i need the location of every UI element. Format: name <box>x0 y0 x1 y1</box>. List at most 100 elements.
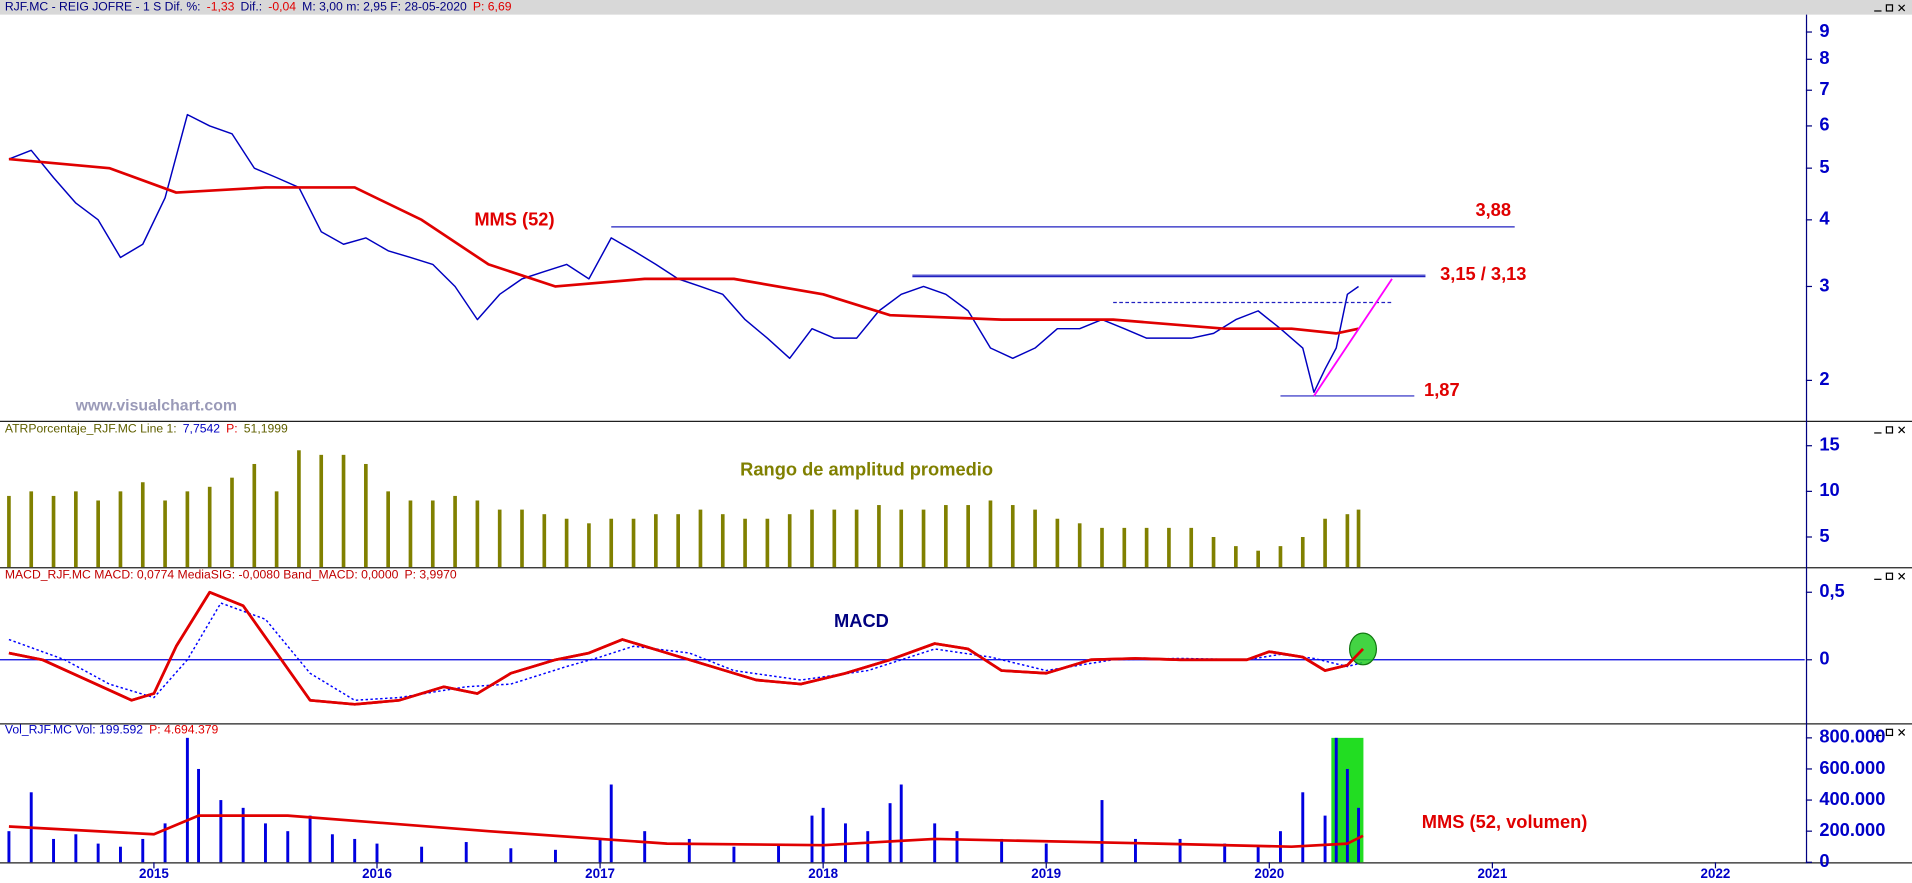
bar <box>542 514 547 568</box>
bar <box>29 491 34 568</box>
y-tick-label: 5 <box>1819 156 1829 177</box>
controls-atr[interactable] <box>1874 426 1906 434</box>
bar <box>687 838 691 863</box>
bar <box>832 509 837 568</box>
y-tick-label: 0,5 <box>1819 580 1844 601</box>
bar <box>966 505 970 568</box>
y-tick-label: 3 <box>1819 274 1829 295</box>
bar <box>364 463 368 568</box>
controls-volume[interactable] <box>1874 728 1906 737</box>
x-tick-label: 2017 <box>585 866 615 881</box>
series-line <box>8 590 1364 706</box>
panel-info: ATRPorcentaje_RJF.MC Line 1: 7,7542 P: 51,1… <box>5 422 288 436</box>
controls-macd[interactable] <box>1874 572 1906 580</box>
bar <box>698 509 703 568</box>
bar <box>988 500 993 568</box>
info-segment: 51,1999 <box>244 422 288 436</box>
bar <box>1211 536 1216 568</box>
bar <box>74 834 78 863</box>
bar <box>899 509 904 568</box>
bar <box>207 486 212 568</box>
bar <box>564 518 569 568</box>
bar <box>1323 815 1327 863</box>
bar <box>74 491 78 568</box>
bar <box>263 823 267 863</box>
info-segment: P: <box>226 422 238 436</box>
bar <box>1100 527 1104 568</box>
bar <box>631 518 636 568</box>
bar <box>453 495 457 568</box>
bar <box>386 491 390 568</box>
y-tick-label: 400.000 <box>1819 788 1885 809</box>
x-tick-label: 2015 <box>139 866 169 881</box>
bar <box>330 834 334 863</box>
bar <box>274 491 279 568</box>
title-strip <box>0 0 1912 15</box>
bar <box>118 491 123 568</box>
bar <box>1010 505 1015 568</box>
y-tick-label: 0 <box>1819 850 1829 871</box>
info-segment: Dif.: <box>241 0 263 14</box>
bar <box>509 848 513 863</box>
bar <box>553 849 557 863</box>
bar <box>7 831 11 863</box>
x-tick-label: 2016 <box>362 866 392 881</box>
bar <box>353 838 357 863</box>
y-tick-label: 10 <box>1819 479 1839 500</box>
bar <box>1300 536 1305 568</box>
bar <box>230 477 234 568</box>
bar <box>1044 843 1048 863</box>
bar <box>743 518 747 568</box>
panel-info: Vol_RJF.MC Vol: 199.592 P: 4.694.379 <box>5 723 219 737</box>
bar <box>1167 527 1171 568</box>
bar <box>118 846 122 863</box>
window-controls[interactable] <box>1874 4 1906 737</box>
bar <box>430 500 435 568</box>
bar <box>185 491 190 568</box>
level-label: 1,87 <box>1424 379 1460 400</box>
bar <box>1055 518 1060 568</box>
trend-line <box>1313 278 1393 397</box>
bar <box>854 509 859 568</box>
series-label: MMS (52) <box>474 209 554 230</box>
bar <box>1178 838 1182 863</box>
series-line <box>8 157 1359 335</box>
bar <box>219 800 223 863</box>
bar <box>408 500 413 568</box>
bar <box>1000 838 1004 863</box>
bar <box>955 831 959 863</box>
bar <box>777 843 781 863</box>
bar <box>654 514 658 568</box>
info-segment: -1,33 <box>207 0 235 14</box>
x-tick-label: 2021 <box>1477 866 1507 881</box>
controls-price[interactable] <box>1874 4 1906 12</box>
bar <box>1077 523 1082 568</box>
info-segment: MACD_RJF.MC MACD: 0,0774 MediaSIG: -0,00… <box>5 568 399 582</box>
bar <box>497 509 502 568</box>
series-line <box>8 602 1364 702</box>
y-tick-label: 4 <box>1819 208 1830 229</box>
y-tick-label: 2 <box>1819 368 1829 389</box>
bar <box>1323 518 1327 568</box>
series-line <box>8 590 1364 706</box>
info-segment: P: 6,69 <box>473 0 512 14</box>
bar <box>1278 546 1283 568</box>
y-tick-label: 0 <box>1819 648 1829 669</box>
bar <box>163 823 167 863</box>
bar <box>1334 737 1338 863</box>
bar <box>609 518 614 568</box>
bar <box>1345 514 1350 568</box>
bar <box>1133 838 1137 863</box>
bar <box>297 450 301 568</box>
bar <box>1189 527 1194 568</box>
info-segment: M: 3,00 m: 2,95 F: 28-05-2020 <box>302 0 467 14</box>
series-label: MMS (52, volumen) <box>1422 811 1588 832</box>
y-tick-label: 15 <box>1819 434 1839 455</box>
bar <box>720 514 725 568</box>
bar <box>163 500 167 568</box>
x-tick-label: 2022 <box>1701 866 1731 881</box>
bar <box>96 500 100 568</box>
bar <box>420 846 424 863</box>
bar <box>810 509 814 568</box>
